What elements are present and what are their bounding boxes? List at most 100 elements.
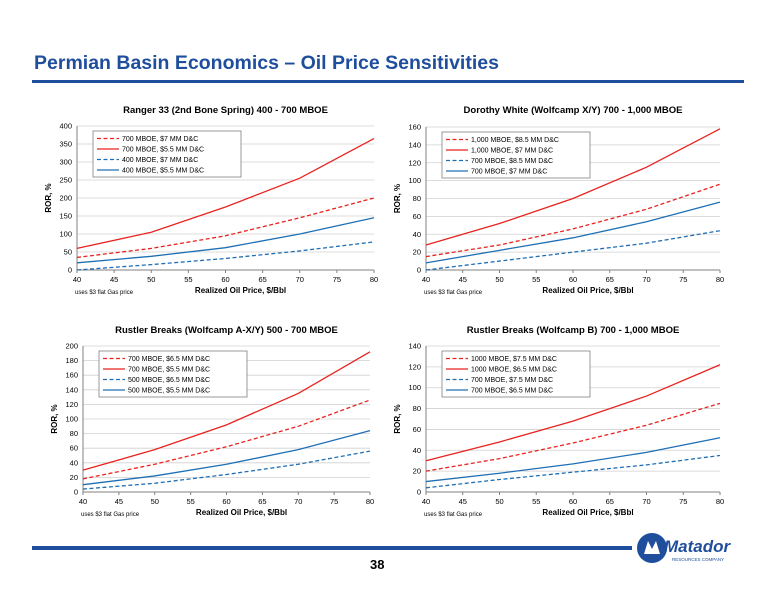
legend-box	[92, 130, 242, 178]
logo-subtext: RESOURCES COMPANY	[672, 557, 724, 562]
x-axis-label: Realized Oil Price, $/Bbl	[196, 508, 287, 517]
y-tick-label: 180	[65, 356, 78, 365]
x-tick-label: 75	[330, 497, 338, 506]
y-tick-label: 60	[413, 425, 421, 434]
y-tick-label: 140	[65, 385, 78, 394]
legend-entry: 400 MBOE, $5.5 MM D&C	[122, 168, 204, 175]
y-tick-label: 200	[59, 194, 72, 203]
logo-m-icon	[644, 541, 660, 554]
x-tick-label: 70	[296, 275, 304, 284]
y-tick-label: 140	[408, 342, 421, 351]
x-tick-label: 50	[495, 497, 503, 506]
matador-logo: Matador RESOURCES COMPANY	[637, 533, 732, 563]
y-tick-label: 140	[408, 140, 421, 149]
y-tick-label: 100	[65, 415, 78, 424]
x-axis-label: Realized Oil Price, $/Bbl	[542, 286, 633, 295]
x-tick-label: 65	[606, 497, 614, 506]
y-axis-label: ROR, %	[393, 404, 402, 433]
x-tick-label: 60	[569, 275, 577, 284]
x-tick-label: 40	[422, 275, 430, 284]
chart-title: Ranger 33 (2nd Bone Spring) 400 - 700 MB…	[123, 105, 328, 116]
x-tick-label: 45	[115, 497, 123, 506]
gas-price-note: uses $3 flat Gas price	[75, 290, 134, 296]
y-tick-label: 80	[413, 404, 421, 413]
x-tick-label: 50	[151, 497, 159, 506]
x-tick-label: 60	[222, 497, 230, 506]
legend-entry: 700 MBOE, $8.5 MM D&C	[471, 158, 553, 165]
y-tick-label: 160	[408, 123, 421, 132]
x-tick-label: 55	[184, 275, 192, 284]
series-line	[76, 217, 375, 264]
x-tick-label: 45	[459, 275, 467, 284]
y-axis-label: ROR, %	[50, 404, 59, 433]
y-tick-label: 350	[59, 140, 72, 149]
y-tick-label: 40	[413, 230, 421, 239]
y-tick-label: 40	[413, 446, 421, 455]
x-tick-label: 50	[495, 275, 503, 284]
y-tick-label: 200	[65, 342, 78, 351]
gas-price-note: uses $3 flat Gas price	[81, 512, 140, 518]
legend-entry: 700 MBOE, $7.5 MM D&C	[471, 377, 553, 384]
y-tick-label: 80	[70, 429, 78, 438]
chart-title: Rustler Breaks (Wolfcamp B) 700 - 1,000 …	[467, 325, 680, 336]
series-line	[76, 138, 375, 250]
x-tick-label: 45	[110, 275, 118, 284]
legend-entry: 400 MBOE, $7 MM D&C	[122, 157, 198, 164]
x-tick-label: 70	[642, 275, 650, 284]
series-line	[82, 450, 371, 490]
legend-entry: 700 MBOE, $7 MM D&C	[471, 169, 547, 176]
x-tick-label: 65	[258, 497, 266, 506]
series-line	[425, 454, 721, 489]
legend-entry: 700 MBOE, $5.5 MM D&C	[122, 147, 204, 154]
x-axis-label: Realized Oil Price, $/Bbl	[195, 286, 286, 295]
chart-title: Rustler Breaks (Wolfcamp A-X/Y) 500 - 70…	[115, 325, 338, 336]
y-tick-label: 40	[70, 458, 78, 467]
y-tick-label: 100	[59, 230, 72, 239]
legend-entry: 700 MBOE, $6.5 MM D&C	[471, 388, 553, 395]
y-tick-label: 60	[70, 444, 78, 453]
x-tick-label: 75	[333, 275, 341, 284]
logo-emblem-icon	[637, 533, 667, 563]
y-tick-label: 120	[65, 400, 78, 409]
y-axis-label: ROR, %	[393, 184, 402, 213]
x-tick-label: 75	[679, 497, 687, 506]
x-tick-label: 80	[366, 497, 374, 506]
y-tick-label: 400	[59, 122, 72, 131]
series-line	[76, 197, 375, 259]
legend-entry: 700 MBOE, $6.5 MM D&C	[128, 356, 210, 363]
series-line	[82, 399, 371, 480]
x-tick-label: 40	[422, 497, 430, 506]
y-tick-label: 0	[417, 488, 421, 497]
chart-title: Dorothy White (Wolfcamp X/Y) 700 - 1,000…	[464, 105, 683, 116]
footer-rule	[32, 546, 632, 550]
x-tick-label: 70	[294, 497, 302, 506]
logo-wordmark: Matador	[664, 537, 732, 556]
legend-entry: 1,000 MBOE, $8.5 MM D&C	[471, 137, 559, 144]
y-tick-label: 160	[65, 371, 78, 380]
legend-entry: 700 MBOE, $5.5 MM D&C	[128, 367, 210, 374]
x-tick-label: 60	[569, 497, 577, 506]
x-tick-label: 80	[716, 275, 724, 284]
x-tick-label: 50	[147, 275, 155, 284]
legend-entry: 500 MBOE, $5.5 MM D&C	[128, 388, 210, 395]
x-tick-label: 40	[73, 275, 81, 284]
x-tick-label: 45	[459, 497, 467, 506]
y-tick-label: 20	[413, 248, 421, 257]
y-tick-label: 120	[408, 362, 421, 371]
legend-entry: 1,000 MBOE, $7 MM D&C	[471, 148, 553, 155]
x-tick-label: 60	[221, 275, 229, 284]
y-tick-label: 20	[70, 473, 78, 482]
y-tick-label: 100	[408, 176, 421, 185]
legend-box	[98, 350, 248, 398]
gas-price-note: uses $3 flat Gas price	[424, 290, 483, 296]
series-line	[425, 128, 721, 246]
y-tick-label: 0	[68, 266, 72, 275]
series-line	[425, 364, 721, 462]
y-tick-label: 80	[413, 194, 421, 203]
series-line	[425, 437, 721, 483]
legend-entry: 1000 MBOE, $7.5 MM D&C	[471, 356, 557, 363]
y-tick-label: 0	[74, 488, 78, 497]
y-axis-label: ROR, %	[44, 183, 53, 212]
x-tick-label: 80	[370, 275, 378, 284]
